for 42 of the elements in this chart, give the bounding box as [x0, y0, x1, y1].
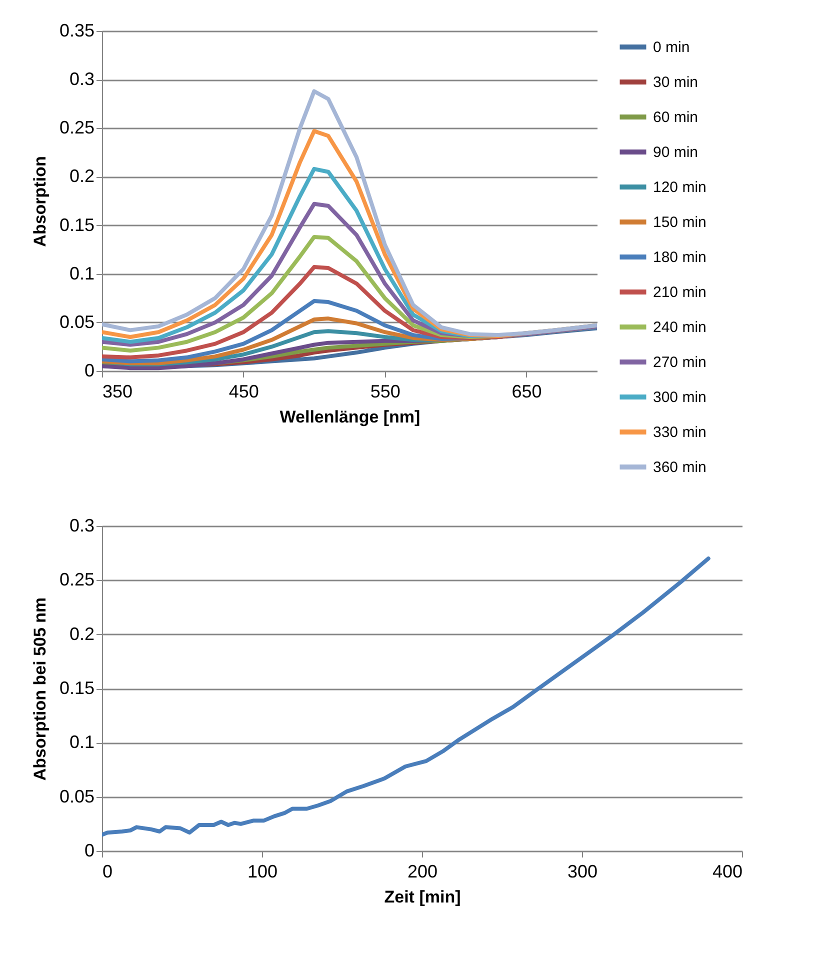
- y-axis-title: Absorption bei 505 nm: [30, 597, 50, 781]
- legend-label: 330 min: [653, 424, 706, 441]
- y-axis-title: Absorption: [30, 156, 50, 247]
- legend-label: 150 min: [653, 214, 706, 231]
- y-tick-label: 0.1: [69, 732, 94, 752]
- legend-label: 240 min: [653, 319, 706, 336]
- legend-label: 120 min: [653, 179, 706, 196]
- x-tick-label: 550: [370, 382, 400, 402]
- x-axis-title: Wellenlänge [nm]: [280, 408, 420, 426]
- x-tick-label: 200: [407, 862, 438, 882]
- legend-label: 30 min: [653, 74, 698, 91]
- y-tick-label: 0.1: [69, 263, 94, 284]
- y-tick-label: 0: [84, 360, 94, 380]
- legend-label: 90 min: [653, 144, 698, 161]
- y-tick-label: 0.3: [69, 69, 94, 90]
- x-tick-label: 400: [712, 862, 742, 882]
- y-tick-label: 0.3: [69, 516, 94, 536]
- x-tick-label: 100: [247, 862, 278, 882]
- y-tick-label: 0.05: [59, 312, 94, 332]
- legend-label: 210 min: [653, 284, 706, 301]
- line-series: [102, 556, 710, 837]
- y-tick-label: 0.35: [59, 20, 94, 40]
- y-tick-label: 0.05: [59, 786, 94, 806]
- y-tick-label: 0.2: [69, 166, 94, 186]
- x-tick-label: 0: [102, 862, 113, 882]
- legend-label: 60 min: [653, 109, 698, 126]
- y-tick-label: 0.2: [69, 624, 94, 644]
- y-tick-label: 0.15: [59, 678, 94, 698]
- x-tick-label: 350: [102, 382, 133, 402]
- y-tick-label: 0.25: [59, 570, 94, 590]
- x-axis-title: Zeit [min]: [384, 888, 461, 906]
- legend-label: 180 min: [653, 249, 706, 266]
- legend-label: 360 min: [653, 459, 706, 476]
- legend-label: 270 min: [653, 354, 706, 371]
- legend-label: 0 min: [653, 39, 690, 56]
- x-tick-label: 650: [512, 382, 542, 402]
- x-tick-label: 450: [228, 382, 259, 402]
- x-tick-label: 300: [567, 862, 598, 882]
- y-tick-label: 0: [84, 840, 94, 860]
- y-tick-label: 0.25: [59, 118, 94, 138]
- legend-label: 300 min: [653, 389, 706, 406]
- y-tick-label: 0.15: [59, 214, 94, 235]
